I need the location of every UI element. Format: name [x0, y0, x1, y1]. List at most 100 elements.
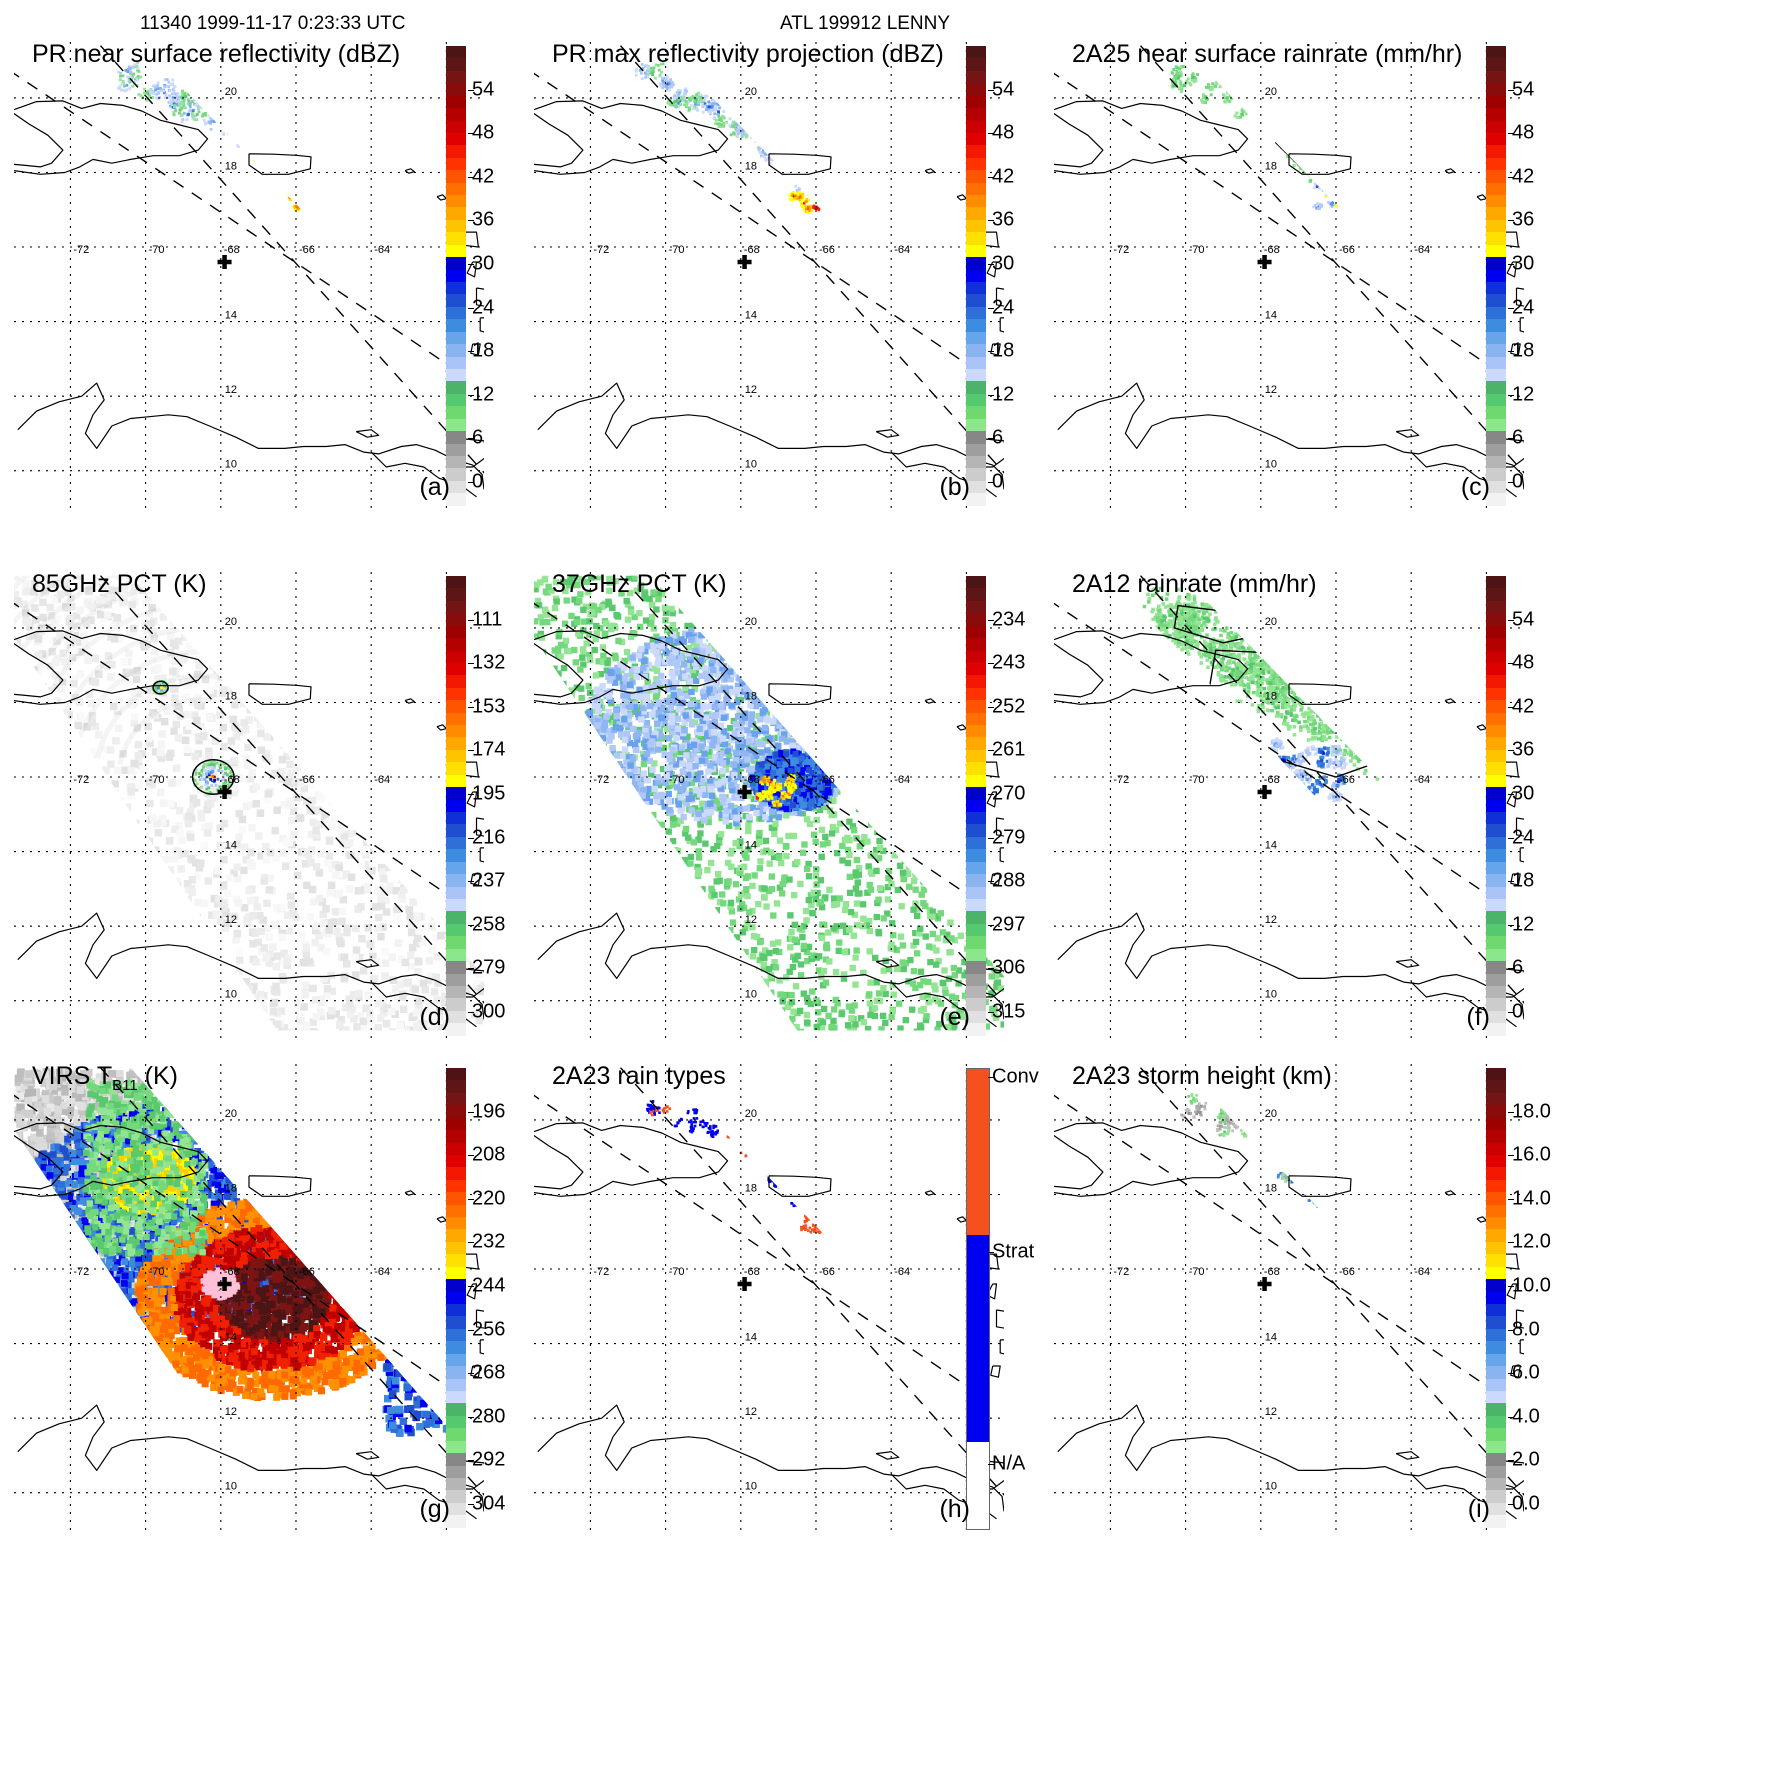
colorbar-tick-label: 6 [1512, 957, 1523, 980]
colorbar-segment [1486, 282, 1506, 295]
colorbar-segment [966, 787, 986, 800]
coastline-layer [14, 100, 484, 498]
colorbar-segment [1486, 1415, 1506, 1429]
figure-header-left: 11340 1999-11-17 0:23:33 UTC [140, 13, 405, 35]
colorbar-segment [446, 961, 466, 974]
colorbar-segment [446, 923, 466, 937]
colorbar-segment [966, 700, 986, 713]
colorbar-tick-mark [468, 438, 474, 440]
colorbar-segment [966, 625, 986, 639]
storm-center-marker [737, 1276, 752, 1291]
colorbar-segment [1486, 393, 1506, 407]
panel-title: PR max reflectivity projection (dBZ) [552, 40, 944, 69]
colorbar-segment [446, 306, 466, 320]
colorbar-tick-mark [468, 1416, 474, 1418]
colorbar-tick-mark [1508, 307, 1514, 309]
colorbar-tick-mark [468, 1286, 474, 1287]
map-plot-area[interactable]: -72-70-68-66-64-622018141210 [534, 1064, 1004, 1530]
colorbar-segment [446, 600, 466, 614]
colorbar-segment [446, 1515, 466, 1528]
colorbar-segment [966, 120, 986, 133]
map-plot-area[interactable]: -72-70-68-66-64-622018141210 [14, 42, 484, 508]
colorbar-segment [1486, 1341, 1506, 1354]
colorbar-segment [446, 1304, 466, 1317]
colorbar-segment [446, 650, 466, 663]
colorbar-segment [966, 443, 986, 456]
colorbar-segment [1486, 812, 1506, 825]
map-plot-area[interactable]: -72-70-68-66-64-622018141210 [534, 42, 1004, 508]
grid-label-layer: -72-70-68-66-64-622018141210 [1113, 86, 1505, 471]
panel-b: -72-70-68-66-64-622018141210 PR max refl… [534, 18, 1014, 508]
colorbar-tick-label: 270 [992, 783, 1025, 806]
colorbar-segment [966, 662, 986, 676]
colorbar-segment [1486, 576, 1506, 589]
colorbar-segment [446, 368, 466, 382]
storm-center-marker [737, 784, 752, 799]
colorbar-tick-mark [1508, 924, 1514, 926]
colorbar-segment [446, 58, 466, 71]
data-layer [1180, 1093, 1415, 1268]
colorbar-segment [446, 120, 466, 133]
map-plot-area[interactable]: -72-70-68-66-64-622018141210 [1054, 42, 1524, 508]
colorbar-segment [446, 46, 466, 59]
colorbar-segment [966, 83, 986, 96]
colorbar-segment [1486, 1304, 1506, 1317]
colorbar-segment [966, 1023, 986, 1036]
grid-layer [1054, 572, 1524, 1038]
colorbar-tick-mark [468, 307, 474, 309]
panel-title-subscript: B11 [112, 1077, 138, 1094]
colorbar-segment [1486, 344, 1506, 357]
colorbar-tick-mark [468, 619, 474, 621]
colorbar-tick-mark [468, 924, 474, 926]
colorbar-tick-label: 36 [992, 209, 1014, 232]
colorbar-segment [1486, 232, 1506, 245]
map-plot-area[interactable]: -72-70-68-66-64-622018141210 [14, 1064, 484, 1530]
colorbar-tick-label: 174 [472, 739, 505, 762]
map-plot-area[interactable]: -72-70-68-66-64-622018141210 [534, 572, 1004, 1038]
colorbar-tick-label: N/A [992, 1452, 1025, 1475]
storm-center-marker [217, 1276, 232, 1291]
swath-edge-layer [1054, 45, 1524, 474]
map-plot-area[interactable]: -72-70-68-66-64-622018141210 [14, 572, 484, 1038]
colorbar-segment [1486, 1490, 1506, 1503]
colorbar-tick-label: 244 [472, 1275, 505, 1298]
map-plot-area[interactable]: -72-70-68-66-64-622018141210 [1054, 1064, 1524, 1530]
colorbar-tick-mark [1508, 1111, 1514, 1113]
colorbar-tick-mark [988, 133, 994, 135]
colorbar-tick-label: 6.0 [1512, 1362, 1540, 1385]
colorbar-segment [1486, 1117, 1506, 1131]
grid-label-layer: -72-70-68-66-64-622018141210 [73, 86, 465, 471]
svg-text:-68: -68 [224, 244, 240, 256]
swath-edge-layer [1054, 1067, 1524, 1496]
panel-d: -72-70-68-66-64-622018141210 85GHz PCT (… [14, 548, 505, 1038]
panel-tag: (b) [939, 473, 970, 502]
colorbar-segment [1486, 1080, 1506, 1093]
colorbar-c [1486, 46, 1506, 506]
colorbar-tick-label: 237 [472, 870, 505, 893]
grid-label-layer: -72-70-68-66-64-622018141210 [593, 1108, 985, 1493]
colorbar-segment [446, 588, 466, 601]
data-layer [1142, 586, 1438, 808]
colorbar-tick-mark [988, 1252, 994, 1253]
colorbar-tick-mark [468, 220, 474, 222]
colorbar-segment [966, 269, 986, 283]
colorbar-segment [1486, 1279, 1506, 1292]
colorbar-segment [1486, 1105, 1506, 1118]
colorbar-segment [446, 1453, 466, 1466]
colorbar-segment [1486, 1353, 1506, 1367]
colorbar-segment [1486, 443, 1506, 456]
map-plot-area[interactable]: -72-70-68-66-64-622018141210 [1054, 572, 1524, 1038]
colorbar-tick-label: 54 [1512, 608, 1534, 631]
colorbar-segment [446, 70, 466, 84]
map-svg: -72-70-68-66-64-622018141210 [1054, 1064, 1524, 1530]
colorbar-segment [966, 368, 986, 382]
colorbar-segment [1486, 948, 1506, 962]
colorbar-segment [1486, 1316, 1506, 1329]
colorbar-tick-mark [1508, 968, 1514, 970]
colorbar-segment [446, 1390, 466, 1404]
colorbar-tick-label: 234 [992, 608, 1025, 631]
swath-edge-layer [14, 45, 484, 474]
colorbar-tick-mark [988, 220, 994, 222]
colorbar-segment [1486, 1291, 1506, 1305]
